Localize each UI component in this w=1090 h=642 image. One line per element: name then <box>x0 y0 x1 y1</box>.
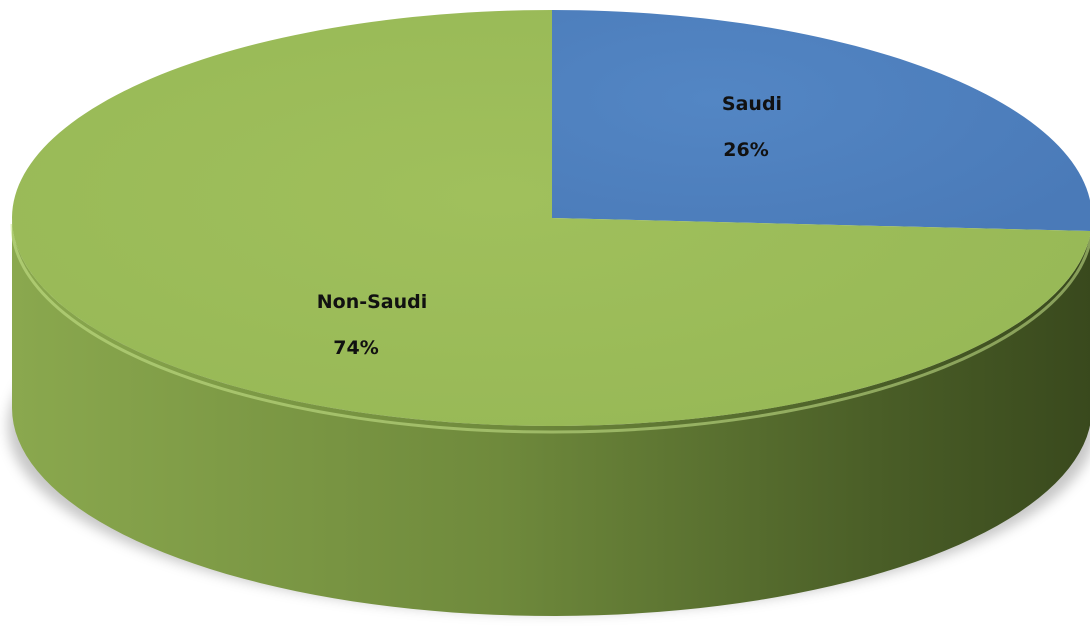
pie-rim-highlight <box>10 223 1090 434</box>
slice-percent-saudi: 26% <box>723 139 768 161</box>
slice-percent-non-saudi: 74% <box>333 337 378 359</box>
pie-side-non-saudi <box>12 218 1090 616</box>
pie-slice-non-saudi <box>12 10 1090 426</box>
slice-label-saudi: Saudi <box>722 93 782 115</box>
slice-label-non-saudi: Non-Saudi <box>317 291 428 313</box>
pie-slice-saudi <box>552 10 1090 232</box>
